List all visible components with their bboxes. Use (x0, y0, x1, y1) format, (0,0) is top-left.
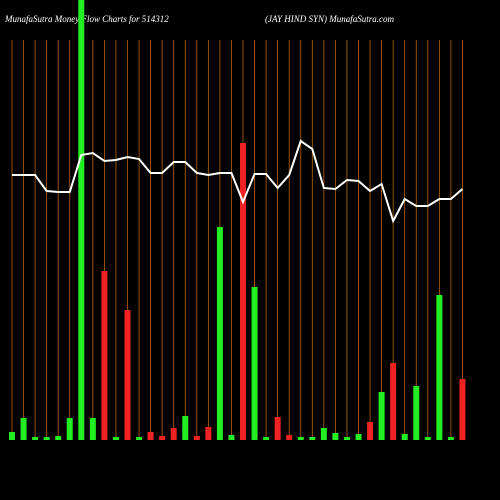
chart-subtitle: (JAY HIND SYN) MunafaSutra.com (265, 14, 394, 24)
bar (447, 437, 454, 440)
bar (101, 271, 108, 440)
bar (332, 433, 339, 440)
money-flow-line (12, 139, 464, 224)
bar (9, 432, 15, 440)
bar (193, 436, 200, 440)
bar (274, 417, 281, 440)
bar (205, 427, 212, 440)
bar (43, 437, 50, 440)
bar (367, 422, 374, 440)
bar (159, 436, 166, 440)
bar (20, 418, 27, 440)
bar (66, 418, 73, 440)
chart-title: MunafaSutra Money Flow Charts for 514312 (4, 14, 169, 24)
bar (251, 287, 258, 440)
bar (55, 436, 62, 440)
bar (459, 379, 466, 440)
bar (78, 0, 85, 440)
bar (355, 434, 362, 440)
bar (286, 435, 293, 440)
bar (436, 295, 443, 440)
bar (182, 416, 189, 440)
bar (32, 437, 39, 440)
bar (216, 227, 223, 440)
bar (112, 437, 119, 440)
bar (390, 363, 397, 440)
bar (424, 437, 431, 440)
bar (228, 435, 235, 440)
bar (89, 418, 96, 440)
bar (297, 437, 304, 440)
bar (240, 143, 246, 440)
bar (343, 437, 350, 440)
bar (263, 437, 270, 440)
bar (170, 428, 177, 440)
bar (320, 428, 327, 440)
bar (136, 437, 143, 440)
bar (124, 310, 131, 440)
bar (147, 432, 154, 440)
bar (413, 386, 420, 440)
bar (309, 437, 316, 440)
bar (401, 434, 408, 440)
bar (378, 392, 385, 440)
